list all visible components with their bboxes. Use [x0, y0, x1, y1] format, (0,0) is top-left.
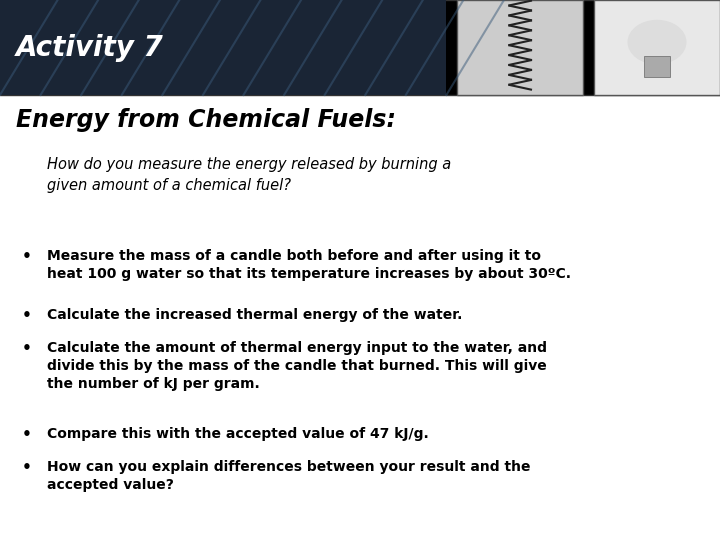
Text: •: • [22, 341, 32, 356]
FancyBboxPatch shape [0, 0, 720, 95]
Text: Calculate the increased thermal energy of the water.: Calculate the increased thermal energy o… [47, 308, 462, 322]
Text: Compare this with the accepted value of 47 kJ/g.: Compare this with the accepted value of … [47, 427, 428, 441]
Text: Energy from Chemical Fuels:: Energy from Chemical Fuels: [16, 109, 396, 132]
FancyBboxPatch shape [644, 56, 670, 77]
Text: How can you explain differences between your result and the
accepted value?: How can you explain differences between … [47, 460, 531, 492]
FancyBboxPatch shape [0, 0, 446, 95]
Text: •: • [22, 308, 32, 323]
Text: Measure the mass of a candle both before and after using it to
heat 100 g water : Measure the mass of a candle both before… [47, 249, 571, 281]
Text: •: • [22, 249, 32, 264]
Text: •: • [22, 427, 32, 442]
Text: •: • [22, 460, 32, 475]
Text: How do you measure the energy released by burning a
given amount of a chemical f: How do you measure the energy released b… [47, 157, 451, 193]
Text: Calculate the amount of thermal energy input to the water, and
divide this by th: Calculate the amount of thermal energy i… [47, 341, 546, 391]
FancyBboxPatch shape [594, 0, 720, 95]
FancyBboxPatch shape [457, 0, 583, 95]
Text: Activity 7: Activity 7 [16, 33, 163, 62]
Circle shape [628, 21, 686, 64]
